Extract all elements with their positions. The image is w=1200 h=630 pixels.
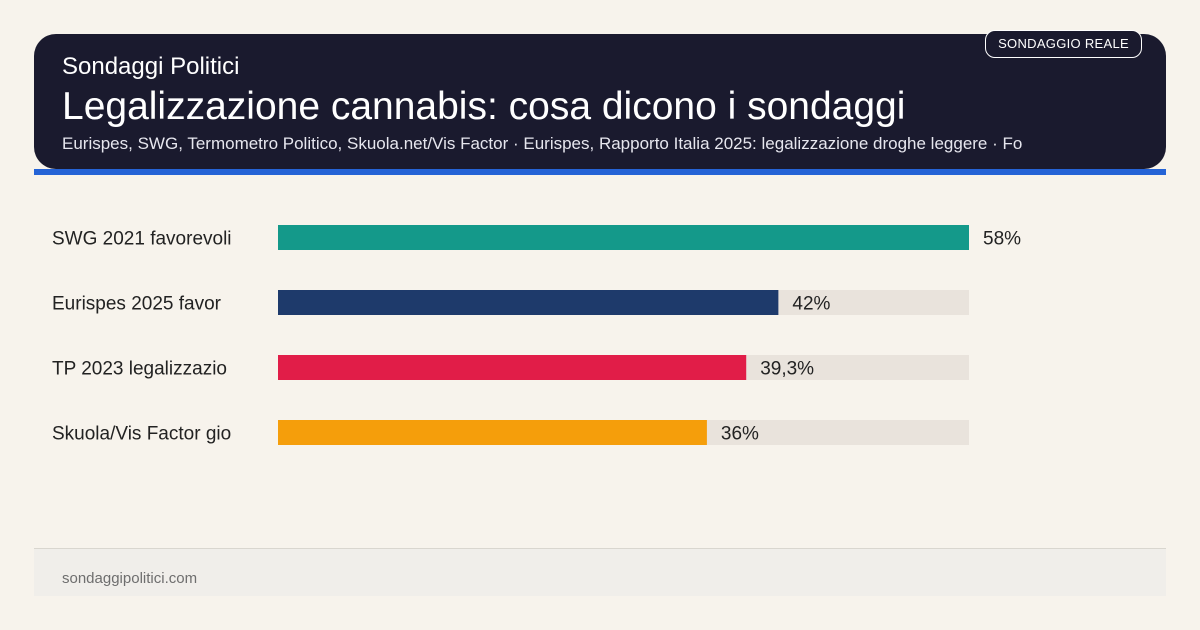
sources-line: Eurispes, SWG, Termometro Politico, Skuo…: [62, 134, 1023, 153]
category-label: Skuola/Vis Factor gio: [52, 424, 231, 445]
category-label: SWG 2021 favorevoli: [52, 229, 232, 250]
status-badge: SONDAGGIO REALE: [985, 30, 1142, 58]
accent-divider: [34, 169, 1166, 175]
category-label: TP 2023 legalizzazio: [52, 359, 227, 380]
value-label: 58%: [983, 229, 1021, 250]
value-label: 36%: [721, 424, 759, 445]
value-label: 39,3%: [760, 359, 814, 380]
bar: [278, 290, 779, 315]
bar: [278, 420, 707, 445]
bar-chart: SWG 2021 favorevoli 58% Eurispes 2025 favo…: [52, 225, 1021, 445]
footer: sondaggipolitici.com: [34, 548, 1166, 596]
brand-name: Sondaggi Politici: [62, 53, 240, 80]
category-label: Eurispes 2025 favor: [52, 294, 222, 315]
bar: [278, 355, 747, 380]
footer-site-link[interactable]: sondaggipolitici.com: [62, 570, 198, 587]
value-label: 42%: [792, 294, 830, 315]
bar: [278, 225, 969, 250]
page-title: Legalizzazione cannabis: cosa dicono i s…: [62, 85, 906, 128]
header-panel: Sondaggi Politici Legalizzazione cannabi…: [34, 30, 1166, 169]
